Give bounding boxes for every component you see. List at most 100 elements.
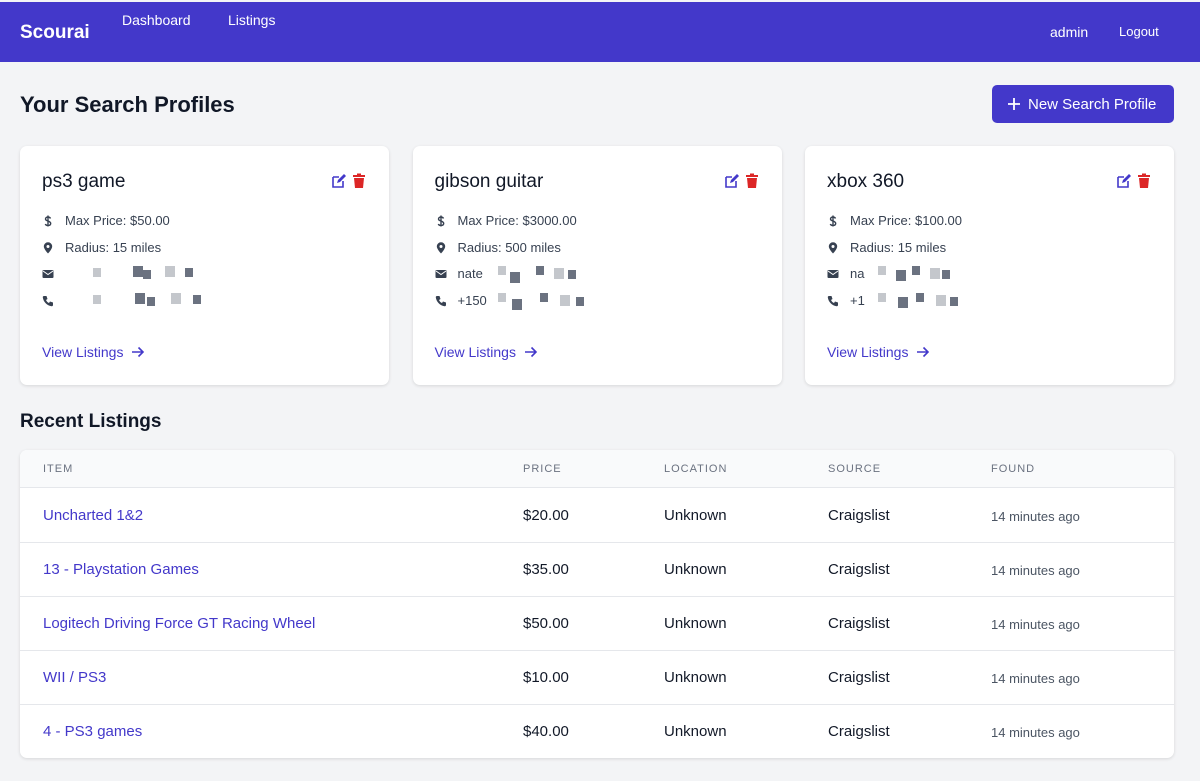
row-divider	[20, 596, 1174, 597]
found-time: 14 minutes ago	[991, 617, 1080, 632]
redacted-pixel	[896, 270, 906, 282]
max-price: Max Price: $50.00	[65, 213, 170, 228]
location: Unknown	[664, 507, 727, 524]
view-listings-link[interactable]: View Listings	[42, 344, 124, 360]
redacted-pixel	[93, 268, 101, 278]
arrow-icon	[131, 345, 145, 364]
email: nate	[457, 266, 483, 282]
redacted-pixel	[511, 299, 522, 311]
found-time: 14 minutes ago	[991, 509, 1080, 524]
redacted-pixel	[497, 266, 506, 276]
found-time: 14 minutes ago	[991, 725, 1080, 740]
item-link[interactable]: 4 - PS3 games	[43, 723, 143, 740]
redacted-pixel	[930, 268, 940, 280]
redacted-pixel	[878, 266, 886, 276]
mail-icon	[42, 267, 54, 279]
phone-icon	[827, 294, 839, 307]
view-listings-link[interactable]: View Listings	[434, 344, 516, 360]
phone: +150	[457, 293, 487, 309]
new-profile-button[interactable]: New Search Profile	[992, 85, 1174, 123]
card-actions	[724, 173, 762, 189]
nav-link[interactable]: Listings	[228, 12, 276, 28]
redacted-pixel	[936, 295, 946, 307]
radius: Radius: 15 miles	[65, 239, 162, 255]
redacted-pixel	[912, 266, 920, 276]
view-listings-link[interactable]: View Listings	[827, 344, 909, 360]
redacted-pixel	[93, 295, 101, 305]
profile-card: xbox 360 Max Price: $100.00 Radius: 15 mil…	[805, 146, 1174, 385]
location: Unknown	[664, 723, 727, 740]
action-icons[interactable]	[331, 173, 369, 189]
row-divider	[20, 704, 1174, 705]
item-link[interactable]: 13 - Playstation Games	[43, 561, 199, 578]
card-actions	[1116, 173, 1154, 189]
column-header: PRICE	[523, 463, 562, 475]
item-link[interactable]: Uncharted 1&2	[43, 507, 144, 524]
redacted-pixel	[575, 297, 584, 307]
redacted-pixel	[497, 293, 506, 303]
redacted-pixel	[509, 272, 520, 284]
nav-link[interactable]: Dashboard	[122, 12, 191, 28]
phone-icon	[435, 294, 447, 307]
redacted-pixel	[165, 266, 175, 278]
phone-icon	[42, 294, 54, 307]
source: Craigslist	[828, 561, 890, 578]
redacted-pixel	[133, 266, 143, 278]
source: Craigslist	[828, 615, 890, 632]
found-time: 14 minutes ago	[991, 671, 1080, 686]
button-label: New Search Profile	[1028, 96, 1157, 113]
item-link[interactable]: WII / PS3	[43, 669, 107, 686]
source: Craigslist	[828, 507, 890, 524]
section-title: Recent Listings	[20, 411, 162, 432]
dollar-icon	[42, 214, 54, 227]
navbar: Scourai Dashboard Listings admin Logout	[0, 2, 1200, 62]
profile-name: ps3 game	[42, 171, 126, 192]
row-divider	[20, 542, 1174, 543]
max-price: Max Price: $3000.00	[457, 213, 577, 228]
mail-icon	[435, 267, 447, 279]
pin-icon	[827, 241, 839, 254]
price: $35.00	[523, 561, 569, 578]
dollar-icon	[827, 214, 839, 227]
price: $10.00	[523, 669, 569, 686]
pin-icon	[435, 241, 447, 254]
redacted-pixel	[539, 293, 548, 303]
profile-card: gibson guitar Max Price: $3000.00 Radius: …	[412, 146, 782, 385]
redacted-pixel	[535, 266, 544, 276]
row-divider	[20, 650, 1174, 651]
redacted-pixel	[171, 293, 181, 305]
username: admin	[1050, 24, 1089, 40]
brand[interactable]: Scourai	[20, 22, 90, 43]
table-header	[20, 450, 1174, 488]
column-header: ITEM	[43, 463, 74, 475]
radius: Radius: 500 miles	[457, 239, 561, 255]
logout[interactable]: Logout	[1119, 24, 1159, 39]
redacted-pixel	[135, 293, 145, 305]
max-price: Max Price: $100.00	[850, 213, 963, 228]
redacted-pixel	[559, 295, 570, 307]
action-icons[interactable]	[1116, 173, 1154, 189]
column-header: FOUND	[991, 463, 1036, 475]
redacted-pixel	[185, 268, 193, 278]
redacted-pixel	[567, 270, 576, 280]
plus-icon	[1008, 98, 1020, 110]
action-icons[interactable]	[724, 173, 762, 189]
location: Unknown	[664, 561, 727, 578]
arrow-icon	[524, 345, 538, 364]
redacted-pixel	[878, 293, 886, 303]
item-link[interactable]: Logitech Driving Force GT Racing Wheel	[43, 615, 316, 632]
redacted-pixel	[143, 270, 151, 280]
profile-name: gibson guitar	[434, 171, 544, 192]
redacted-pixel	[147, 297, 155, 307]
column-header: LOCATION	[664, 463, 728, 475]
redacted-pixel	[916, 293, 924, 303]
price: $50.00	[523, 615, 569, 632]
email: na	[850, 266, 865, 282]
source: Craigslist	[828, 723, 890, 740]
redacted-pixel	[193, 295, 201, 305]
location: Unknown	[664, 669, 727, 686]
location: Unknown	[664, 615, 727, 632]
profile-name: xbox 360	[827, 171, 905, 192]
redacted-pixel	[950, 297, 958, 307]
